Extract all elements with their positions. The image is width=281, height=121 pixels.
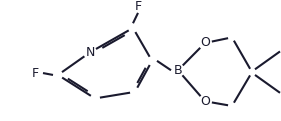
Text: B: B [174,64,182,77]
Text: F: F [31,67,38,80]
Text: O: O [200,37,210,49]
Text: O: O [200,95,210,108]
Text: N: N [85,46,95,59]
Text: F: F [134,0,142,13]
